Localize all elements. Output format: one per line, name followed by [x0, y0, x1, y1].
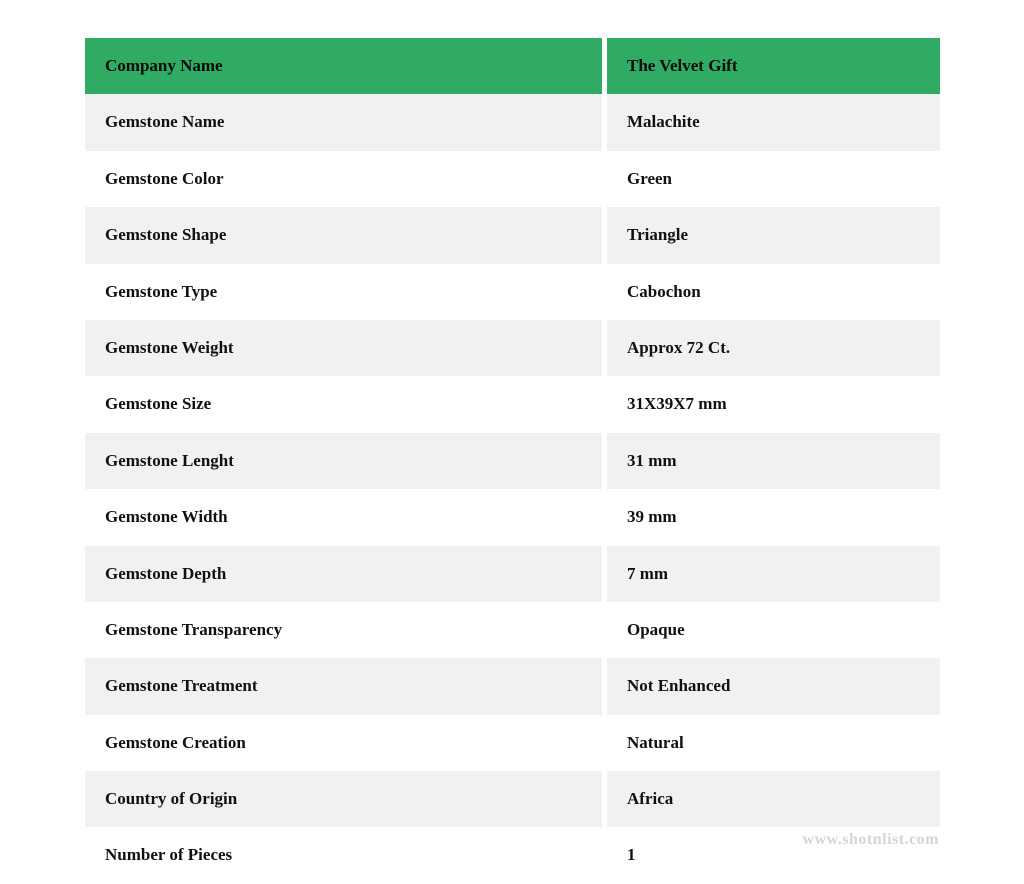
label-cell-gemstone-color: Gemstone Color: [85, 151, 602, 207]
gemstone-table: Company Name The Velvet Gift Gemstone Na…: [85, 38, 940, 884]
table-row: Gemstone Shape Triangle: [85, 207, 940, 263]
value-cell-gemstone-transparency: Opaque: [607, 602, 940, 658]
label-cell-country-of-origin: Country of Origin: [85, 771, 602, 827]
header-label-cell: Company Name: [85, 38, 602, 94]
value-cell-gemstone-weight: Approx 72 Ct.: [607, 320, 940, 376]
table-row: Gemstone Name Malachite: [85, 94, 940, 150]
gemstone-info-table-page: Company Name The Velvet Gift Gemstone Na…: [0, 0, 1024, 882]
table-row: Gemstone Lenght 31 mm: [85, 433, 940, 489]
table-row: Gemstone Size 31X39X7 mm: [85, 376, 940, 432]
value-cell-gemstone-width: 39 mm: [607, 489, 940, 545]
value-cell-gemstone-length: 31 mm: [607, 433, 940, 489]
table-header-row: Company Name The Velvet Gift: [85, 38, 940, 94]
label-cell-gemstone-depth: Gemstone Depth: [85, 546, 602, 602]
value-cell-gemstone-color: Green: [607, 151, 940, 207]
table-row: Gemstone Creation Natural: [85, 715, 940, 771]
value-cell-gemstone-shape: Triangle: [607, 207, 940, 263]
table-row: Gemstone Transparency Opaque: [85, 602, 940, 658]
label-cell-gemstone-shape: Gemstone Shape: [85, 207, 602, 263]
site-watermark: www.shotnlist.com: [0, 831, 939, 849]
table-row: Gemstone Weight Approx 72 Ct.: [85, 320, 940, 376]
label-cell-gemstone-transparency: Gemstone Transparency: [85, 602, 602, 658]
label-cell-gemstone-creation: Gemstone Creation: [85, 715, 602, 771]
value-cell-gemstone-name: Malachite: [607, 94, 940, 150]
label-cell-gemstone-name: Gemstone Name: [85, 94, 602, 150]
table-row: Gemstone Depth 7 mm: [85, 546, 940, 602]
value-cell-gemstone-type: Cabochon: [607, 264, 940, 320]
label-cell-gemstone-length: Gemstone Lenght: [85, 433, 602, 489]
label-cell-gemstone-weight: Gemstone Weight: [85, 320, 602, 376]
label-cell-gemstone-size: Gemstone Size: [85, 376, 602, 432]
table-row: Country of Origin Africa: [85, 771, 940, 827]
value-cell-gemstone-creation: Natural: [607, 715, 940, 771]
label-cell-gemstone-treatment: Gemstone Treatment: [85, 658, 602, 714]
label-cell-gemstone-type: Gemstone Type: [85, 264, 602, 320]
table-row: Gemstone Color Green: [85, 151, 940, 207]
table-row: Gemstone Type Cabochon: [85, 264, 940, 320]
label-cell-gemstone-width: Gemstone Width: [85, 489, 602, 545]
value-cell-gemstone-treatment: Not Enhanced: [607, 658, 940, 714]
table-row: Gemstone Treatment Not Enhanced: [85, 658, 940, 714]
table-row: Gemstone Width 39 mm: [85, 489, 940, 545]
value-cell-gemstone-size: 31X39X7 mm: [607, 376, 940, 432]
value-cell-gemstone-depth: 7 mm: [607, 546, 940, 602]
header-value-cell: The Velvet Gift: [607, 38, 940, 94]
value-cell-country-of-origin: Africa: [607, 771, 940, 827]
